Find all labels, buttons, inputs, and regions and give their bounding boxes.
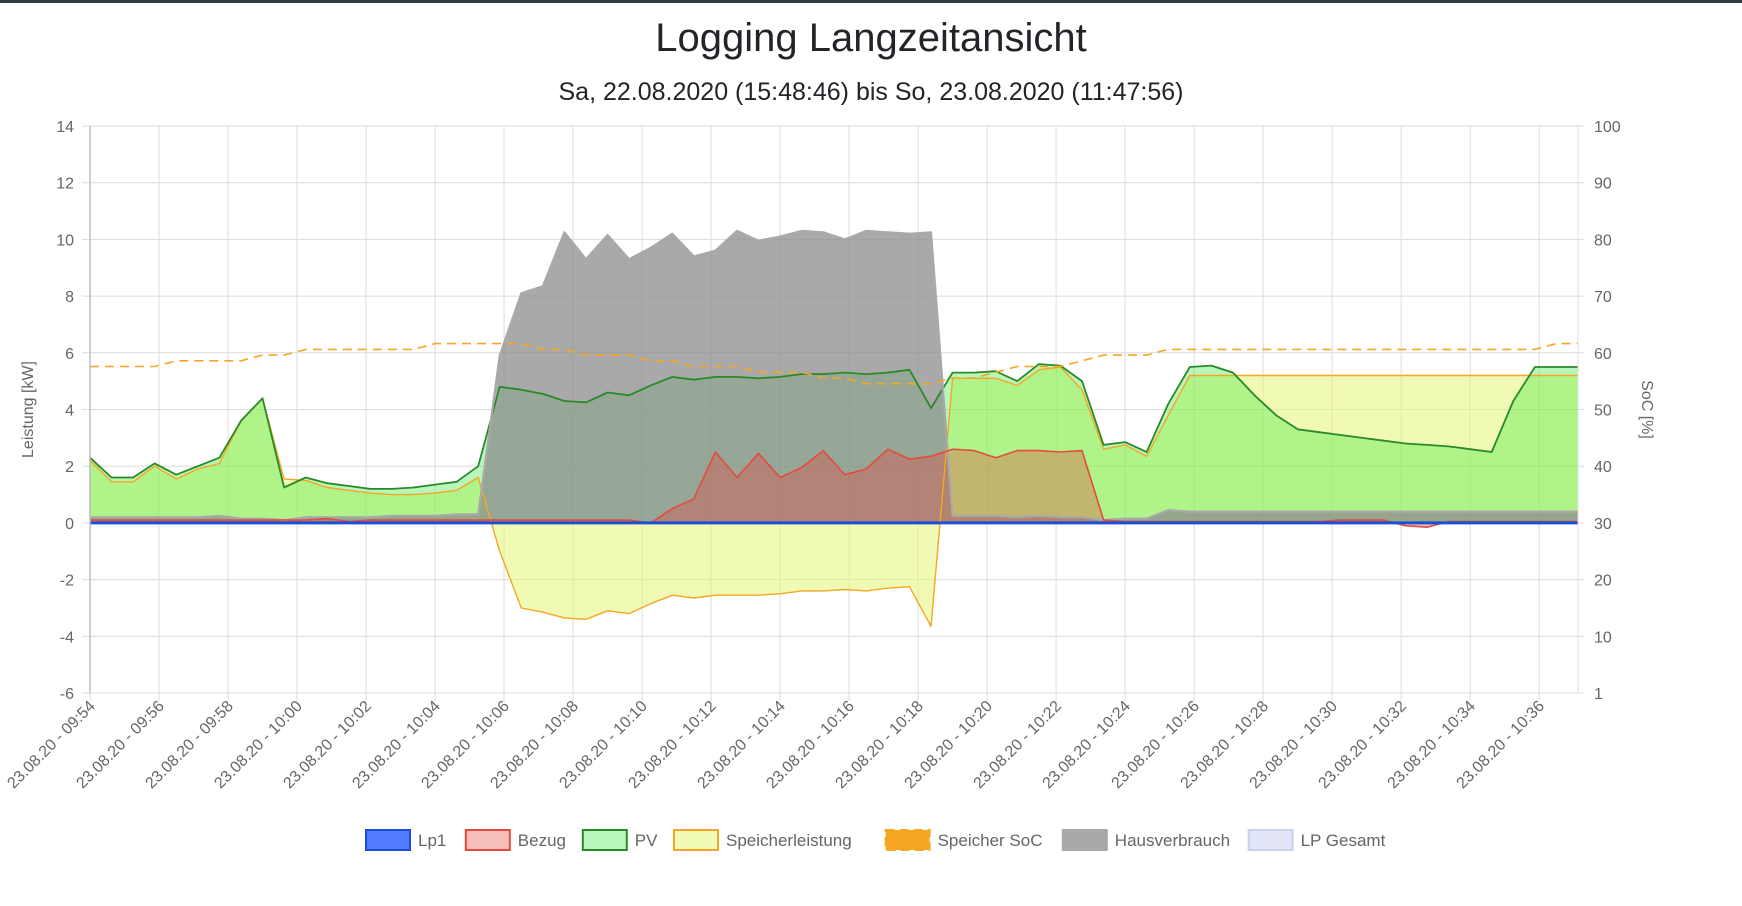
chart-series-lines <box>89 229 1578 628</box>
page-title: Logging Langzeitansicht <box>655 16 1087 60</box>
legend-swatch <box>464 829 511 851</box>
y-tick-label: 0 <box>65 516 74 533</box>
legend-label: PV <box>635 831 658 850</box>
legend-label: Speicher SoC <box>938 831 1043 850</box>
series-line-hausverbrauch <box>90 229 1578 522</box>
legend-item-lp-gesamt[interactable]: LP Gesamt <box>1247 829 1386 851</box>
legend-item-speicher-soc[interactable]: Speicher SoC <box>884 829 1043 851</box>
series-area-bezug <box>90 449 1578 528</box>
legend-label: Speicherleistung <box>726 831 852 850</box>
legend-swatch <box>581 829 628 851</box>
y2-tick-label: 1 <box>1594 686 1603 703</box>
legend-item-lp1[interactable]: Lp1 <box>365 829 446 851</box>
y-tick-label: 2 <box>65 459 74 476</box>
y2-tick-label: 80 <box>1594 232 1612 249</box>
legend-label: Lp1 <box>418 831 446 850</box>
y-tick-label: 8 <box>65 289 74 306</box>
y-tick-label: -2 <box>60 573 74 590</box>
legend-item-bezug[interactable]: Bezug <box>464 829 566 851</box>
y2-tick-label: 60 <box>1594 346 1612 363</box>
series-line-speicher-soc <box>90 342 1578 385</box>
legend-label: Hausverbrauch <box>1115 831 1230 850</box>
series-line-speicherleistung <box>89 366 1578 628</box>
y2-axis-title: SoC [%] <box>1638 380 1655 439</box>
y2-tick-label: 90 <box>1594 176 1612 193</box>
legend-swatch <box>1061 829 1108 851</box>
legend-swatch <box>365 829 411 851</box>
y-tick-label: 10 <box>56 232 74 249</box>
legend-swatch <box>673 829 719 851</box>
legend-item-hausverbrauch[interactable]: Hausverbrauch <box>1061 829 1230 851</box>
series-line-pv <box>89 363 1578 490</box>
y2-tick-label: 100 <box>1594 119 1621 136</box>
y-tick-label: -6 <box>60 686 74 703</box>
legend-label: LP Gesamt <box>1301 831 1386 850</box>
y2-tick-label: 40 <box>1594 459 1612 476</box>
legend-swatch <box>1247 829 1294 851</box>
y-tick-label: -4 <box>60 629 74 646</box>
series-area-hausverbrauch <box>90 230 1578 523</box>
series-area-speicherleistung <box>90 367 1578 627</box>
y-tick-label: 4 <box>65 403 74 420</box>
y2-tick-label: 50 <box>1594 403 1612 420</box>
y-axis-title: Leistung [kW] <box>20 361 37 458</box>
y2-tick-label: 10 <box>1594 629 1612 646</box>
legend-item-speicherleistung[interactable]: Speicherleistung <box>673 829 852 851</box>
chart-area-fills <box>90 230 1578 627</box>
legend-swatch <box>884 829 931 851</box>
page-subtitle: Sa, 22.08.2020 (15:48:46) bis So, 23.08.… <box>558 78 1184 106</box>
y2-tick-label: 30 <box>1594 516 1612 533</box>
y2-tick-label: 70 <box>1594 289 1612 306</box>
legend-item-pv[interactable]: PV <box>581 829 658 851</box>
y-tick-label: 14 <box>56 119 74 136</box>
series-line-bezug <box>90 448 1578 529</box>
chart-legend: Lp1 Bezug PV Speicherleistung Speicher SoC Ha… <box>365 829 1386 851</box>
y-tick-label: 6 <box>65 346 74 363</box>
y-tick-label: 12 <box>56 176 74 193</box>
legend-label: Bezug <box>518 831 566 850</box>
top-navbar-edge <box>0 0 1742 3</box>
y2-tick-label: 20 <box>1594 573 1612 590</box>
